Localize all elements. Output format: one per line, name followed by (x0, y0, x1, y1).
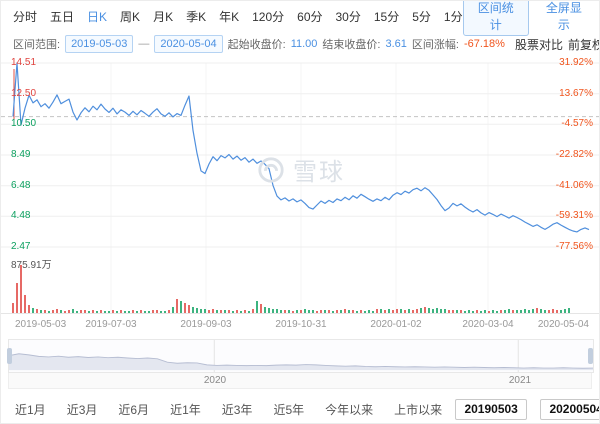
period-tab[interactable]: 五日 (50, 9, 75, 24)
period-tab[interactable]: 15分 (373, 9, 400, 24)
percent-axis-label: -22.82% (555, 149, 593, 160)
date-axis-label: 2019-10-31 (275, 319, 327, 330)
price-chart-canvas[interactable] (1, 57, 600, 337)
percent-axis-label: -4.57% (561, 118, 593, 129)
range-navigator[interactable]: 2020 2021 (7, 339, 594, 389)
date-range-separator: — (138, 38, 150, 50)
price-axis-label: 14.51 (11, 57, 37, 68)
end-close-value: 3.61 (385, 38, 407, 50)
range-button[interactable]: 近3月 (66, 402, 98, 417)
period-tab[interactable]: 分时 (13, 9, 38, 24)
percent-axis-label: -59.31% (555, 210, 593, 221)
start-date-input[interactable] (455, 398, 528, 420)
interval-stats-button[interactable]: 区间统计 (462, 1, 529, 36)
date-axis-label: 2020-05-04 (537, 319, 589, 330)
toolbar-actions: 区间统计 全屏显示 (462, 1, 587, 36)
date-axis-label: 2020-03-04 (462, 319, 514, 330)
period-tabs: 分时 五日 日K 周K 月K 季K 年K 120分 60分 30分 15分 5分 1分 (13, 8, 463, 25)
percent-axis-label: 13.67% (559, 88, 593, 99)
start-close-value: 11.00 (290, 38, 318, 50)
range-button[interactable]: 今年以来 (325, 402, 374, 417)
range-button[interactable]: 近6月 (118, 402, 150, 417)
range-button[interactable]: 近1月 (15, 402, 46, 417)
date-axis-label: 2020-01-02 (370, 319, 422, 330)
stock-compare-button[interactable]: 股票对比 (514, 37, 563, 52)
price-axis-label: 10.50 (11, 118, 37, 129)
percent-axis-label: -77.56% (555, 241, 593, 252)
end-date-picker[interactable]: 2020-05-04 (154, 35, 223, 53)
price-axis-label: 6.48 (11, 180, 31, 191)
price-axis-label: 2.47 (11, 241, 31, 252)
price-axis-label: 4.48 (11, 210, 31, 221)
max-volume-label: 875.91万 (11, 260, 52, 271)
main-chart-area[interactable]: 雪球 875.91万 14.51 12.50 10.50 8.49 6.48 4.48 2.… (1, 57, 600, 337)
navigator-year-label: 2021 (508, 375, 532, 386)
start-close-label: 起始收盘价: (227, 39, 286, 51)
navigator-year-label: 2020 (203, 375, 227, 386)
end-close-label: 结束收盘价: (322, 39, 381, 51)
percent-axis-label: 31.92% (559, 57, 593, 68)
range-button[interactable]: 近1年 (170, 402, 201, 417)
adjust-mode-label: 前复权 (567, 37, 599, 52)
period-tab[interactable]: 年K (219, 9, 240, 24)
interval-change-label: 区间涨幅: (411, 39, 459, 51)
period-tab[interactable]: 月K (153, 9, 174, 24)
date-axis-label: 2019-05-03 (15, 319, 67, 330)
period-tab[interactable]: 120分 (252, 9, 285, 24)
period-tab[interactable]: 周K (120, 9, 141, 24)
price-axis-label: 12.50 (11, 88, 37, 99)
date-axis-label: 2019-07-03 (85, 319, 137, 330)
date-axis-label: 2019-09-03 (180, 319, 232, 330)
interval-change-value: -67.18% (463, 38, 505, 50)
range-button[interactable]: 近5年 (273, 402, 305, 417)
navigator-year-strip: 2020 2021 (8, 373, 592, 389)
adjust-mode-button[interactable]: 前复权▾ (567, 36, 599, 53)
period-tab[interactable]: 30分 (335, 9, 361, 24)
navigator-right-handle[interactable] (588, 348, 593, 364)
period-tab[interactable]: 1分 (443, 9, 463, 24)
navigator-left-handle[interactable] (7, 348, 12, 364)
end-date-input[interactable] (540, 398, 599, 420)
quick-range-bar: 近1月 近3月 近6月 近1年 近3年 近5年 今年以来 上市以来 (1, 393, 599, 423)
price-axis-label: 8.49 (11, 149, 31, 160)
period-tab[interactable]: 5分 (412, 9, 431, 24)
period-tab[interactable]: 季K (186, 9, 207, 24)
range-label: 区间范围: (13, 39, 61, 51)
interval-info-bar: 区间范围: 2019-05-03 — 2020-05-04 起始收盘价: 11.… (1, 31, 599, 57)
period-toolbar: 分时 五日 日K 周K 月K 季K 年K 120分 60分 30分 15分 5分 1分 区间统计 全屏显… (1, 1, 599, 36)
period-tab[interactable]: 60分 (297, 9, 323, 24)
range-button[interactable]: 上市以来 (394, 402, 443, 417)
fullscreen-button[interactable]: 全屏显示 (541, 1, 587, 33)
start-date-picker[interactable]: 2019-05-03 (65, 35, 134, 53)
percent-axis-label: -41.06% (555, 180, 593, 191)
navigator-area-chart[interactable] (8, 339, 594, 373)
period-tab[interactable]: 日K (87, 9, 108, 24)
quick-range-buttons: 近1月 近3月 近6月 近1年 近3年 近5年 今年以来 上市以来 (15, 401, 442, 418)
range-button[interactable]: 近3年 (221, 402, 253, 417)
